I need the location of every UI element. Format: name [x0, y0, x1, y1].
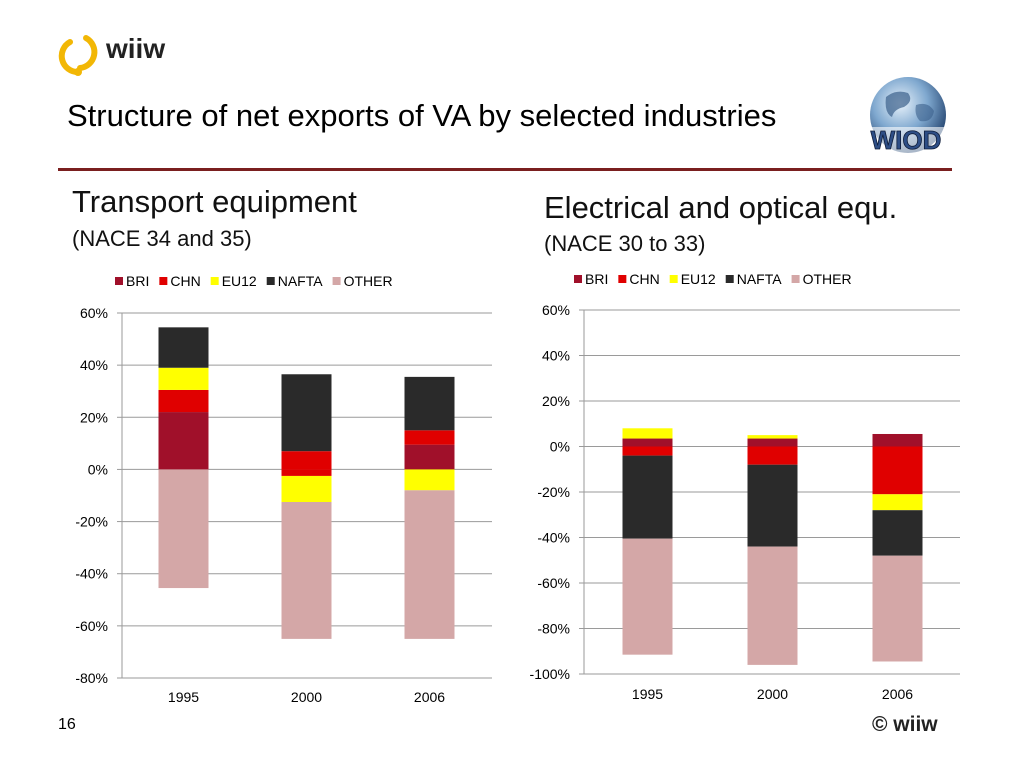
y-tick-label: 60% [542, 302, 570, 318]
legend-label-eu12: EU12 [681, 271, 716, 287]
legend-swatch-nafta [725, 275, 734, 283]
legend-label-other: OTHER [803, 271, 852, 287]
bar-bri-2000 [747, 438, 798, 447]
globe-icon: WIOD [866, 77, 946, 155]
legend-swatch-bri [574, 275, 582, 283]
bar-nafta-2000 [281, 374, 332, 452]
panel-subtitle-transport: (NACE 34 and 35) [72, 226, 252, 251]
x-tick-label: 2006 [882, 686, 913, 702]
copyright: © wiiw [872, 713, 938, 736]
bar-bri-2006 [404, 444, 455, 470]
y-tick-label: 20% [80, 409, 108, 425]
bar-nafta-2000 [747, 464, 798, 547]
y-tick-label: -80% [75, 670, 108, 686]
y-tick-label: -80% [537, 621, 570, 637]
bar-other-2000 [747, 546, 798, 665]
legend-swatch-eu12 [669, 275, 678, 283]
x-tick-label: 2000 [757, 686, 788, 702]
panel-title-electrical: Electrical and optical equ. [544, 190, 898, 225]
bar-other-2006 [872, 555, 923, 662]
y-tick-label: -60% [75, 618, 108, 634]
bar-chn-2000 [281, 469, 332, 476]
legend-label-bri: BRI [126, 273, 149, 289]
logo-text: wiiw [106, 33, 166, 64]
legend-label-nafta: NAFTA [737, 271, 783, 287]
slide-title: Structure of net exports of VA by select… [67, 98, 777, 133]
header-divider [58, 168, 952, 171]
legend-swatch-chn [618, 275, 627, 283]
bar-other-2000 [281, 502, 332, 639]
bar-chn-1995 [622, 446, 673, 456]
legend-swatch-other [332, 277, 341, 285]
panel-subtitle-electrical: (NACE 30 to 33) [544, 231, 706, 256]
y-tick-label: 20% [542, 393, 570, 409]
bar-bri-1995 [158, 412, 209, 470]
x-tick-label: 1995 [168, 689, 199, 705]
x-tick-label: 2006 [414, 689, 445, 705]
legend-swatch-chn [159, 277, 168, 285]
wiiw-logo: wiiw [58, 32, 218, 82]
page-number: 16 [58, 716, 76, 733]
y-tick-label: 0% [88, 461, 108, 477]
bar-eu12-2000 [281, 475, 332, 503]
y-tick-label: 0% [550, 439, 570, 455]
y-tick-label: -100% [530, 666, 570, 682]
bar-nafta-2006 [404, 376, 455, 431]
legend-swatch-other [791, 275, 800, 283]
y-tick-label: -40% [75, 566, 108, 582]
legend-swatch-bri [115, 277, 123, 285]
y-tick-label: -60% [537, 575, 570, 591]
bar-nafta-1995 [622, 455, 673, 539]
y-tick-label: 40% [80, 357, 108, 373]
bar-eu12-2006 [872, 494, 923, 511]
bar-other-2006 [404, 490, 455, 639]
legend-swatch-eu12 [210, 277, 219, 285]
wiod-logo: WIOD [862, 75, 952, 160]
bar-chn-1995 [158, 389, 209, 413]
y-tick-label: -20% [537, 484, 570, 500]
bar-eu12-1995 [158, 367, 209, 390]
bar-eu12-1995 [622, 428, 673, 439]
legend-label-bri: BRI [585, 271, 608, 287]
bar-chn-2006 [872, 446, 923, 495]
x-tick-label: 1995 [632, 686, 663, 702]
y-tick-label: 60% [80, 305, 108, 321]
wiod-badge-text: WIOD [871, 125, 942, 155]
bar-nafta-1995 [158, 327, 209, 368]
y-tick-label: 40% [542, 348, 570, 364]
y-tick-label: -20% [75, 514, 108, 530]
legend-label-chn: CHN [629, 271, 659, 287]
y-tick-label: -40% [537, 530, 570, 546]
bar-eu12-2006 [404, 469, 455, 491]
bar-other-1995 [158, 469, 209, 589]
bar-bri-1995 [622, 438, 673, 447]
bar-eu12-2000 [747, 435, 798, 439]
bar-chn-2006 [404, 430, 455, 445]
legend-label-nafta: NAFTA [278, 273, 324, 289]
bar-nafta-2006 [872, 510, 923, 556]
bar-other-1995 [622, 538, 673, 655]
wiiw-logo-icon [58, 35, 98, 76]
x-tick-label: 2000 [291, 689, 322, 705]
legend-label-chn: CHN [170, 273, 200, 289]
bar-chn-2000 [747, 446, 798, 465]
legend-label-eu12: EU12 [222, 273, 257, 289]
legend-swatch-nafta [266, 277, 275, 285]
bar-chn-2000 [281, 451, 332, 470]
bar-bri-2006 [872, 433, 923, 447]
panel-title-transport: Transport equipment [72, 184, 357, 219]
legend-label-other: OTHER [344, 273, 393, 289]
